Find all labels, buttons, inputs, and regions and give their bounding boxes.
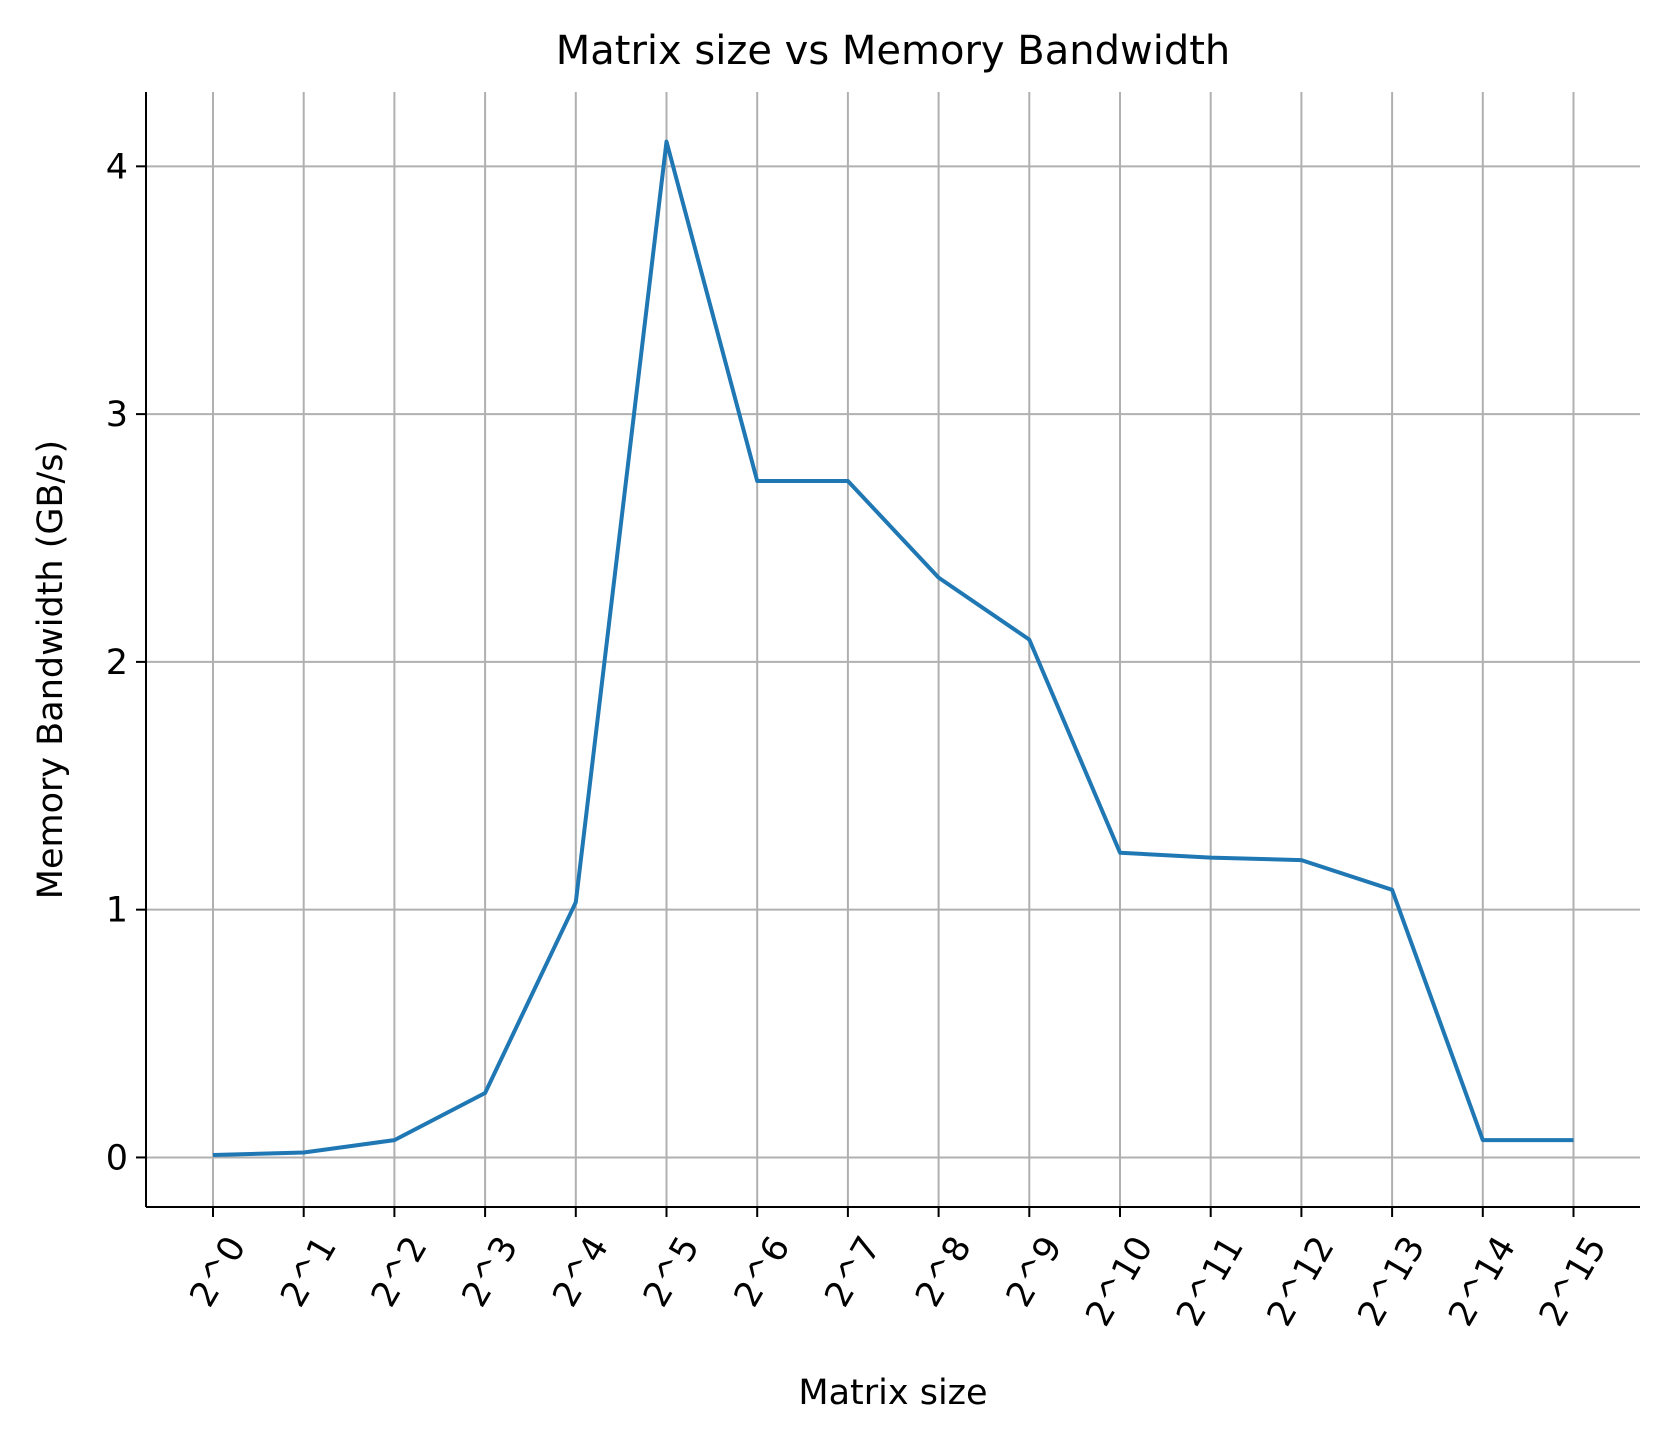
x-tick-label: 2^8 [908,1230,980,1314]
x-tick-label: 2^6 [727,1230,799,1314]
axes-layer [145,92,1640,1208]
x-tick-label: 2^14 [1441,1230,1524,1333]
x-tick-label: 2^9 [999,1230,1071,1314]
x-tick-label: 2^11 [1169,1230,1252,1333]
x-tick-label: 2^2 [364,1230,436,1314]
series-layer [212,139,1574,1157]
y-tick-label: 0 [106,1138,128,1178]
x-tick-label: 2^3 [455,1230,527,1314]
series-line [212,139,1574,1157]
y-tick-label: 2 [106,643,128,683]
x-axis-label: Matrix size [798,1373,987,1413]
y-tick-label: 1 [106,891,128,931]
x-tick-label: 2^7 [818,1230,890,1314]
x-tick-label: 2^5 [636,1230,708,1314]
x-tick-label: 2^4 [545,1230,617,1314]
x-tick-label: 2^15 [1532,1230,1615,1333]
chart-title: Matrix size vs Memory Bandwidth [556,28,1231,74]
x-tick-label: 2^12 [1260,1230,1343,1333]
y-tick-label: 3 [106,395,128,435]
x-tick-label: 2^1 [273,1230,345,1314]
ticks-layer: 2^0 2^1 2^2 2^3 2^4 2^5 2^6 2^7 2^8 2^9 2^10 2^11 2^… [106,147,1615,1333]
grid-layer [146,92,1640,1207]
x-tick-label: 2^13 [1351,1230,1434,1333]
y-axis-label: Memory Bandwidth (GB/s) [31,440,71,899]
x-tick-label: 2^0 [183,1230,255,1314]
y-tick-label: 4 [106,147,128,187]
x-tick-label: 2^10 [1079,1230,1162,1333]
